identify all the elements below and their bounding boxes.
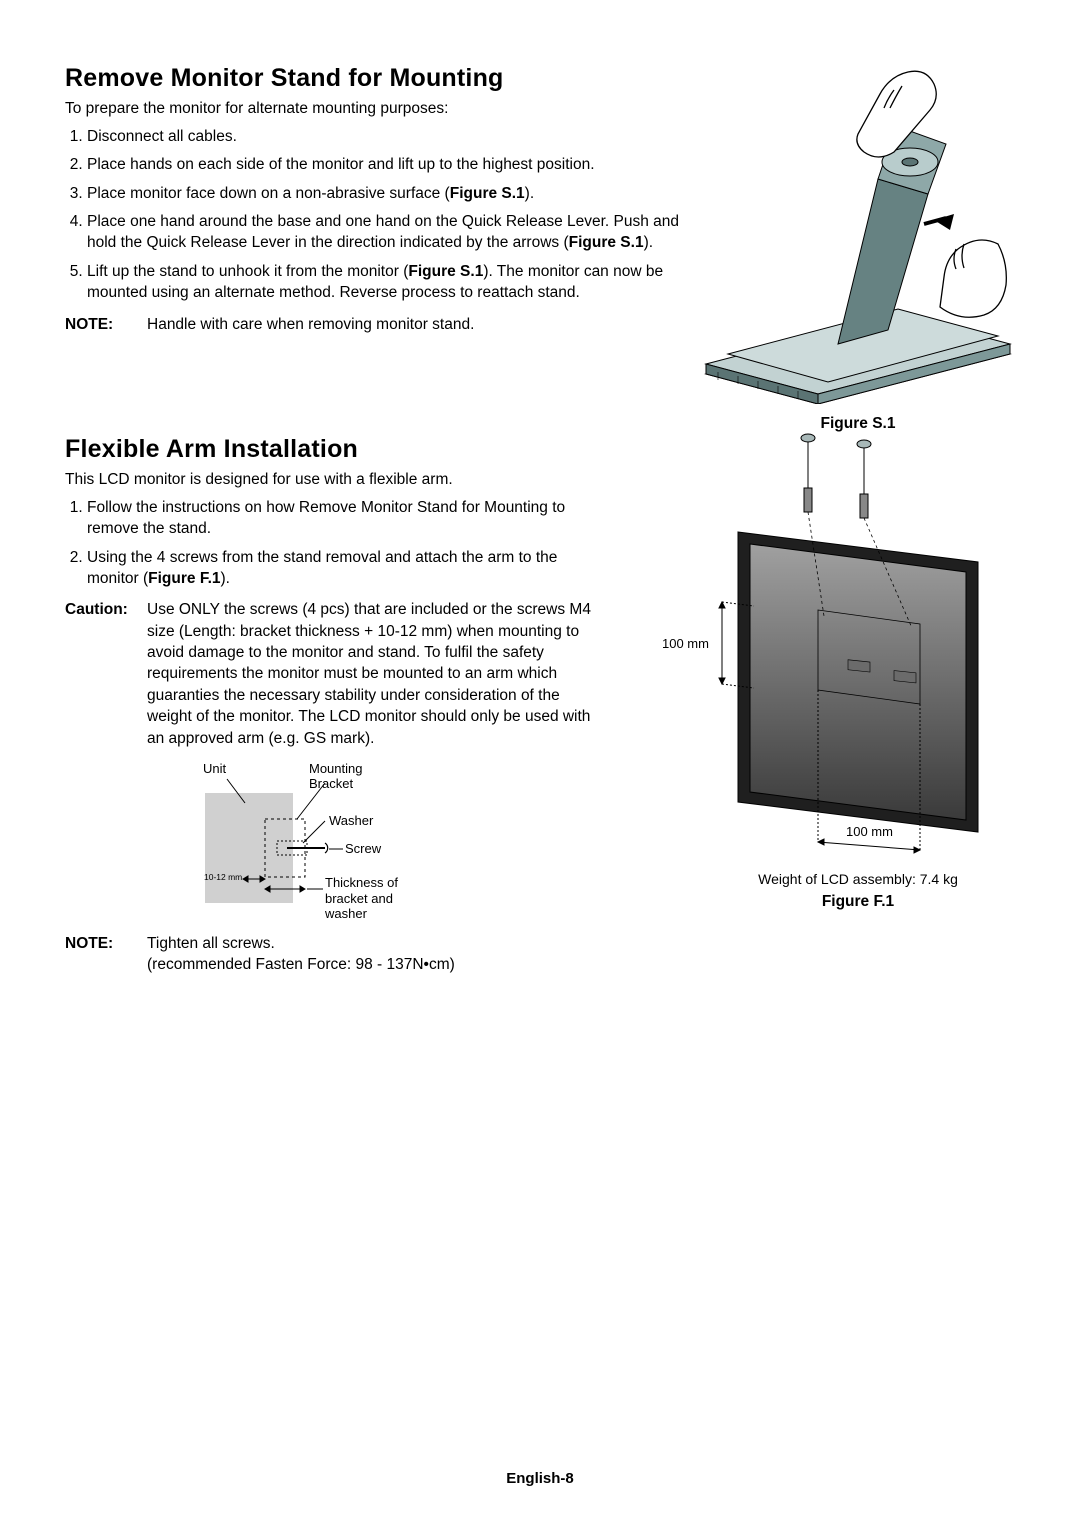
figure-f1-weight: Weight of LCD assembly: 7.4 kg [698, 871, 1018, 887]
dim-100mm-h: 100 mm [846, 824, 893, 839]
note2-label: NOTE: [65, 933, 147, 976]
label-washer: Washer [329, 813, 373, 828]
figure-s1-caption: Figure S.1 [698, 415, 1018, 433]
note2-line1: Tighten all screws. [147, 933, 455, 954]
figure-s1: Figure S.1 [698, 64, 1018, 433]
figure-f1-svg [698, 432, 1018, 862]
bracket-diagram: Unit Mounting Bracket Washer Screw Thick… [147, 761, 437, 921]
intro-remove-stand: To prepare the monitor for alternate mou… [65, 99, 695, 120]
step-2: Place hands on each side of the monitor … [87, 154, 695, 175]
intro-flexible-arm: This LCD monitor is designed for use wit… [65, 470, 605, 491]
steps-remove-stand: Disconnect all cables. Place hands on ea… [65, 126, 695, 304]
figure-s1-svg [698, 64, 1018, 404]
step-3: Place monitor face down on a non-abrasiv… [87, 183, 695, 204]
figure-f1-caption: Figure F.1 [698, 893, 1018, 911]
note-remove-stand: NOTE: Handle with care when removing mon… [65, 314, 695, 335]
label-thickness: Thickness of bracket and washer [325, 875, 405, 922]
note-text: Handle with care when removing monitor s… [147, 314, 474, 335]
page: Remove Monitor Stand for Mounting To pre… [0, 0, 1080, 1527]
label-screw: Screw [345, 841, 381, 856]
step-4: Place one hand around the base and one h… [87, 211, 695, 254]
steps-flexible-arm: Follow the instructions on how Remove Mo… [65, 497, 605, 590]
heading-flexible-arm: Flexible Arm Installation [65, 435, 605, 464]
step2-2: Using the 4 screws from the stand remova… [87, 547, 605, 590]
step2-1: Follow the instructions on how Remove Mo… [87, 497, 605, 540]
caution-text: Use ONLY the screws (4 pcs) that are inc… [147, 599, 605, 749]
note2-body: Tighten all screws. (recommended Fasten … [147, 933, 455, 976]
section-remove-stand: Remove Monitor Stand for Mounting To pre… [65, 64, 695, 335]
note-label: NOTE: [65, 314, 147, 335]
note-flexible-arm: NOTE: Tighten all screws. (recommended F… [65, 933, 605, 976]
label-unit: Unit [203, 761, 226, 776]
section-flexible-arm: Flexible Arm Installation This LCD monit… [65, 435, 605, 976]
caution-label: Caution: [65, 599, 147, 749]
caution-row: Caution: Use ONLY the screws (4 pcs) tha… [65, 599, 605, 749]
label-1012mm: 10-12 mm [204, 872, 242, 882]
label-mounting-bracket: Mounting Bracket [309, 761, 379, 791]
heading-remove-stand: Remove Monitor Stand for Mounting [65, 64, 695, 93]
note2-line2: (recommended Fasten Force: 98 - 137N•cm) [147, 954, 455, 975]
step-1: Disconnect all cables. [87, 126, 695, 147]
page-footer: English-8 [0, 1470, 1080, 1487]
figure-f1: 100 mm 100 mm Weight of LCD assembly: 7.… [698, 432, 1018, 911]
step-5: Lift up the stand to unhook it from the … [87, 261, 695, 304]
dim-100mm-v: 100 mm [662, 636, 709, 651]
